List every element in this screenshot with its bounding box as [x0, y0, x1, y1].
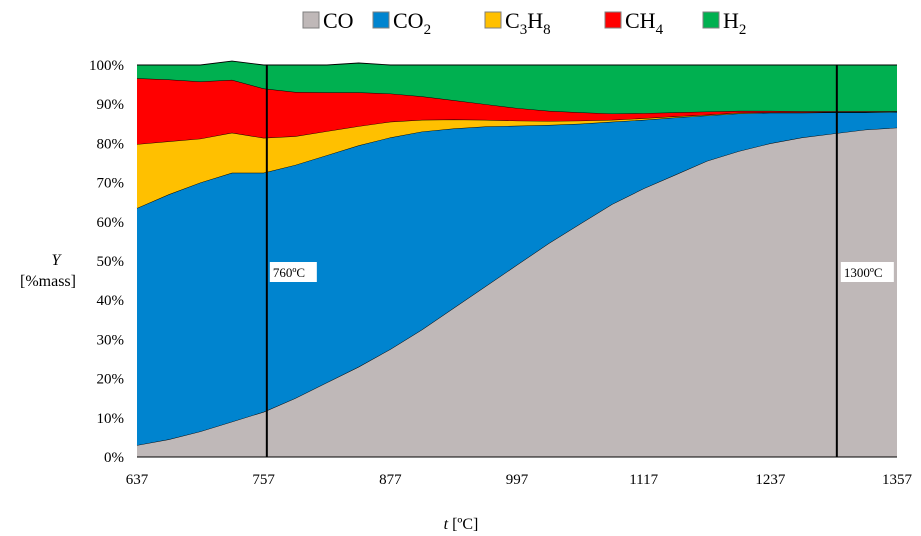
- x-tick-label: 877: [379, 472, 402, 488]
- legend-swatch-co2: [372, 11, 390, 29]
- y-tick-label: 40%: [97, 293, 125, 309]
- legend-swatch-h2: [702, 11, 720, 29]
- vertical-line-label: 1300ºC: [844, 265, 883, 280]
- legend-label-h2: H2: [723, 8, 746, 38]
- x-tick-label: 997: [506, 472, 529, 488]
- area-c3h8: [137, 111, 897, 209]
- axes: 0% 10% 20% 30% 40% 50% 60% 70% 80% 90% 100% 637 757 8…: [89, 58, 913, 488]
- x-axis-title: t [ºC]: [444, 516, 479, 533]
- area-co2: [137, 112, 897, 446]
- x-tick-label: 1357: [882, 472, 913, 488]
- legend-swatch-c3h8: [484, 11, 502, 29]
- area-layers: [136, 60, 898, 457]
- y-tick-label: 80%: [97, 136, 125, 152]
- y-tick-label: 0%: [104, 450, 124, 466]
- area-co: [137, 127, 897, 457]
- y-tick-label: 90%: [97, 97, 125, 113]
- x-tick-label: 757: [252, 472, 275, 488]
- y-tick-label: 100%: [89, 58, 124, 74]
- axis-titles: Y [%mass] t [ºC]: [20, 252, 478, 533]
- area-ch4: [137, 78, 897, 145]
- y-tick-label: 50%: [97, 254, 125, 270]
- y-tick-label: 10%: [97, 411, 125, 427]
- boundary-line-h2: [137, 60, 897, 66]
- y-axis-title-symbol: Y: [52, 252, 63, 269]
- y-tick-label: 60%: [97, 215, 125, 231]
- legend-swatch-ch4: [604, 11, 622, 29]
- legend-label-co2: CO2: [393, 8, 431, 38]
- legend-label-ch4: CH4: [625, 8, 664, 38]
- y-tick-label: 70%: [97, 176, 125, 192]
- x-tick-label: 1117: [629, 472, 658, 488]
- x-tick-label: 637: [126, 472, 149, 488]
- y-axis-title-unit: [%mass]: [20, 273, 76, 290]
- legend-label-c3h8: C3H8: [505, 8, 551, 38]
- reference-lines: 760ºC 1300ºC: [265, 65, 894, 457]
- y-tick-label: 20%: [97, 372, 125, 388]
- x-tick-label: 1237: [755, 472, 786, 488]
- legend-swatch-co: [302, 11, 320, 29]
- vertical-line-label: 760ºC: [273, 265, 305, 280]
- legend-label-co: CO: [323, 8, 354, 33]
- legend: CO CO2 C3H8 CH4 H2: [302, 8, 746, 38]
- area-h2: [137, 61, 897, 114]
- vertical-line-label-box: [840, 262, 894, 282]
- y-tick-label: 30%: [97, 332, 125, 348]
- vertical-line-label-box: [269, 262, 317, 282]
